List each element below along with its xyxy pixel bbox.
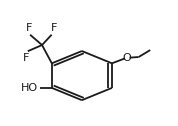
Text: F: F [22, 53, 29, 63]
Text: O: O [123, 53, 131, 63]
Text: F: F [50, 23, 57, 33]
Text: HO: HO [21, 83, 38, 93]
Text: F: F [25, 23, 32, 33]
